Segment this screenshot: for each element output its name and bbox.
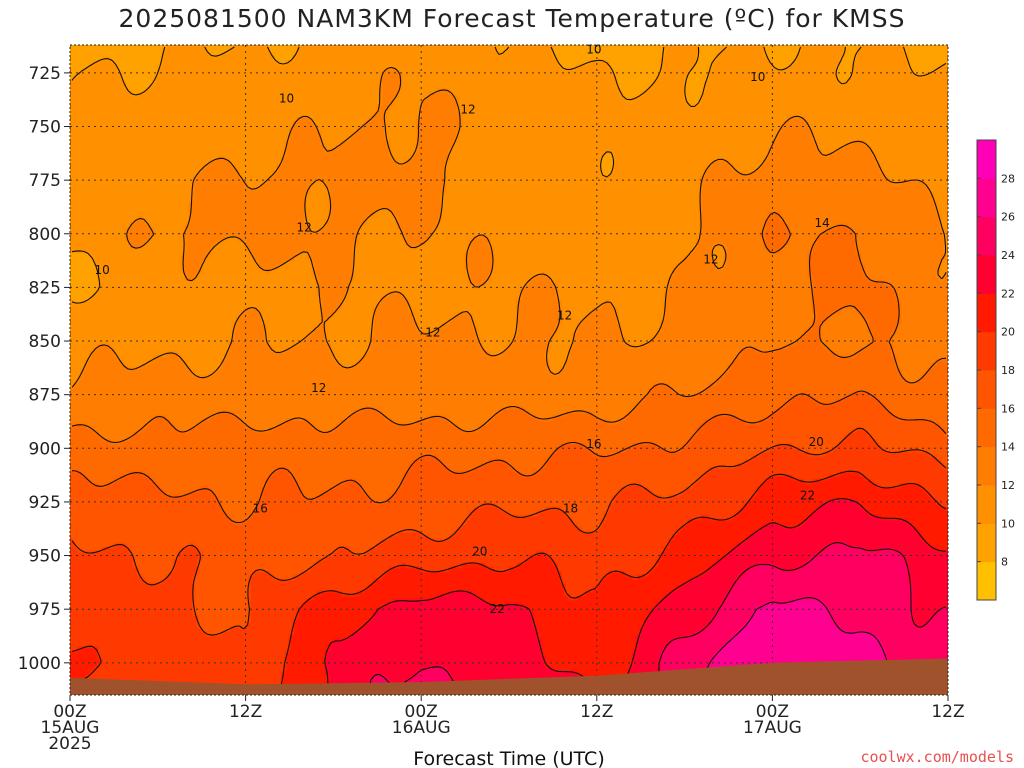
colorbar-label: 24: [1001, 249, 1015, 262]
contour-label: 10: [95, 263, 110, 277]
credit-text: coolwx.com/models: [860, 748, 1014, 766]
contour-labels: 10 10 10 10 12 12 12 12 12 12 14 16 16 18 20 20 22 22: [95, 42, 830, 616]
contour-label: 12: [425, 325, 440, 339]
y-tick-label: 925: [29, 493, 61, 513]
colorbar-swatch: [977, 408, 996, 448]
x-axis-title: Forecast Time (UTC): [413, 748, 604, 768]
y-tick-label: 975: [29, 600, 61, 620]
y-tick-label: 850: [29, 332, 61, 352]
contour-label: 18: [563, 501, 578, 515]
x-tick-label: 17AUG: [743, 718, 802, 738]
contour-label: 12: [557, 308, 572, 322]
colorbar-label: 18: [1001, 364, 1015, 377]
y-tick-label: 1000: [18, 654, 61, 674]
colorbar-label: 12: [1001, 479, 1015, 492]
x-tick-label: 2025: [48, 734, 91, 754]
y-tick-label: 900: [29, 439, 61, 459]
y-tick-label: 825: [29, 278, 61, 298]
contour-label: 16: [253, 501, 268, 515]
x-tick-label: 00Z: [405, 702, 438, 722]
contour-label: 20: [809, 435, 824, 449]
y-tick-label: 725: [29, 64, 61, 84]
y-tick-label: 875: [29, 386, 61, 406]
contour-label: 12: [296, 220, 311, 234]
x-tick-label: 00Z: [53, 702, 86, 722]
contour-label: 12: [703, 253, 718, 267]
colorbar: 8 10 12 14 16 18 20 22 24 26 28: [976, 139, 1015, 601]
contour-label: 10: [586, 42, 601, 56]
colorbar-swatch: [977, 446, 996, 486]
y-tick-label: 800: [29, 225, 61, 245]
colorbar-label: 22: [1001, 287, 1015, 300]
contour-label: 20: [472, 544, 487, 558]
contour-lines: [71, 46, 947, 694]
contour-label: 10: [750, 70, 765, 84]
colorbar-swatch: [977, 561, 996, 601]
colorbar-label: 8: [1001, 556, 1008, 569]
x-tick-label: 16AUG: [392, 718, 451, 738]
y-axis: 725 750 775 800 825 850 875 900 925 950 975 1000: [18, 64, 70, 674]
colorbar-label: 20: [1001, 326, 1015, 339]
contour-line-16: [71, 390, 947, 524]
colorbar-swatch: [977, 485, 996, 524]
contour-label: 16: [586, 437, 601, 451]
colorbar-swatch: [977, 331, 996, 371]
contour-line-20: [71, 470, 947, 694]
y-tick-label: 775: [29, 171, 61, 191]
x-tick-label: 12Z: [580, 702, 613, 722]
plot-area: [70, 45, 948, 695]
colorbar-label: 10: [1001, 517, 1015, 530]
colorbar-label: 26: [1001, 211, 1015, 224]
contour-label: 10: [279, 92, 294, 106]
x-tick-label: 12Z: [931, 702, 964, 722]
chart-title: 2025081500 NAM3KM Forecast Temperature (…: [118, 4, 906, 33]
contour-label: 12: [311, 381, 326, 395]
contour-line-10: [71, 46, 947, 304]
y-tick-label: 950: [29, 547, 61, 567]
contour-line-14: [71, 211, 947, 444]
y-tick-label: 750: [29, 118, 61, 138]
x-tick-label: 12Z: [229, 702, 262, 722]
colorbar-label: 14: [1001, 441, 1015, 454]
contour-label: 22: [490, 602, 505, 616]
terrain-surface: [70, 658, 948, 695]
colorbar-label: 28: [1001, 172, 1015, 185]
colorbar-swatch: [977, 178, 996, 218]
grid-lines: [70, 45, 948, 695]
x-tick-label: 00Z: [756, 702, 789, 722]
contour-label: 12: [460, 102, 475, 116]
x-tick-label: 15AUG: [41, 718, 100, 738]
colorbar-swatch: [977, 293, 996, 333]
colorbar-swatch: [977, 255, 996, 294]
colorbar-swatch: [977, 523, 996, 563]
contour-line-18: [71, 427, 947, 694]
colorbar-swatch: [977, 370, 996, 409]
colorbar-label: 16: [1001, 402, 1015, 415]
colorbar-swatch: [977, 216, 996, 256]
contour-label: 22: [800, 488, 815, 502]
contour-line-12: [71, 66, 947, 388]
colorbar-swatch: [977, 140, 996, 179]
contour-line-22: [324, 498, 947, 694]
contour-label: 14: [815, 216, 830, 230]
